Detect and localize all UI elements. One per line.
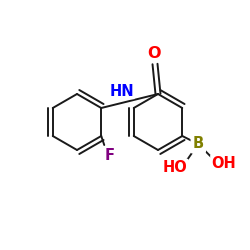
Text: HO: HO <box>163 160 188 174</box>
Text: B: B <box>193 136 204 152</box>
Text: F: F <box>104 148 114 162</box>
Text: HN: HN <box>109 84 134 98</box>
Text: O: O <box>147 46 161 62</box>
Text: OH: OH <box>211 156 236 170</box>
